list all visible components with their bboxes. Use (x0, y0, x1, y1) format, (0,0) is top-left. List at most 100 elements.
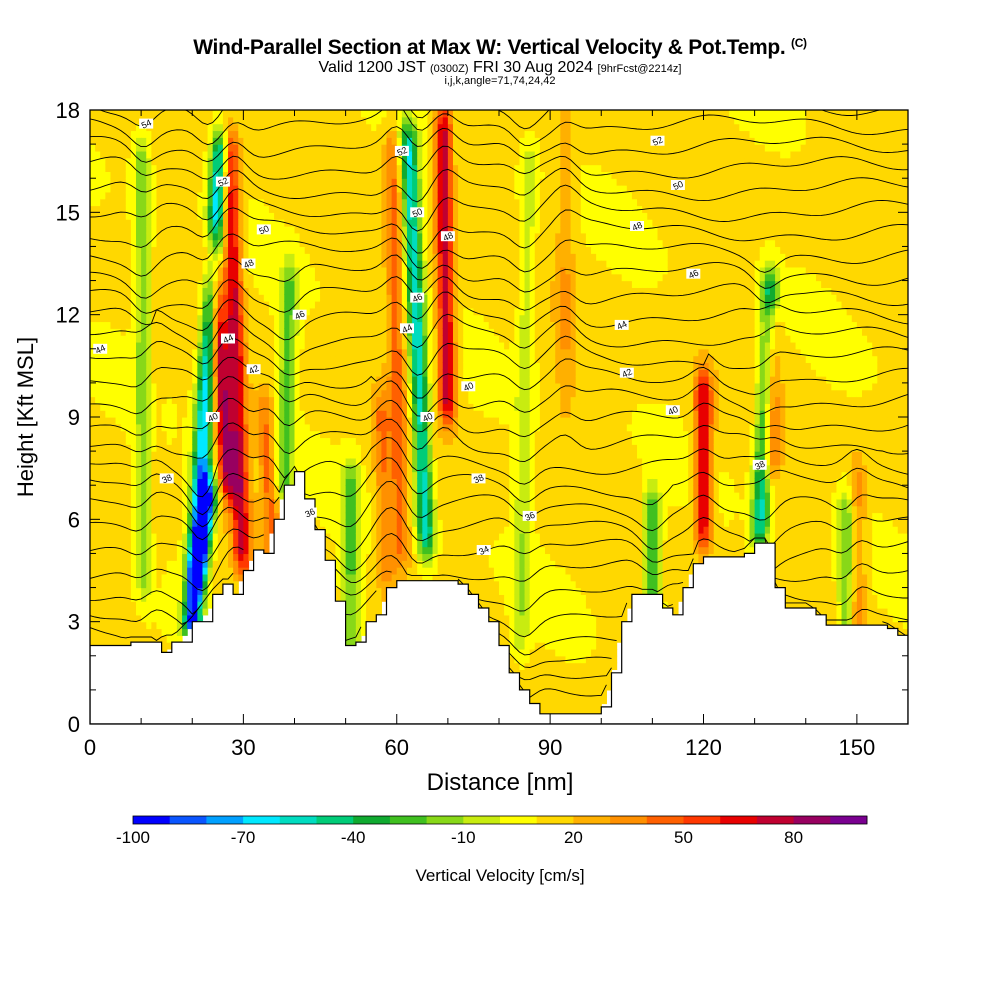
velocity-cell (284, 205, 290, 213)
velocity-cell (386, 423, 393, 432)
velocity-cell (371, 539, 377, 548)
velocity-cell (197, 560, 204, 568)
velocity-cell (263, 532, 270, 541)
velocity-cell (325, 505, 331, 514)
velocity-cell (274, 321, 280, 329)
velocity-cell (432, 423, 439, 432)
velocity-cell (100, 451, 106, 459)
velocity-cell (176, 273, 183, 282)
velocity-cell (350, 614, 357, 623)
velocity-cell (320, 369, 326, 377)
velocity-cell (90, 150, 96, 159)
velocity-cell (381, 185, 388, 193)
velocity-cell (386, 321, 393, 329)
velocity-cell (401, 198, 408, 207)
velocity-cell (228, 198, 234, 207)
velocity-cell (161, 587, 168, 595)
velocity-cell (366, 130, 372, 138)
velocity-cell (406, 457, 413, 466)
velocity-cell (238, 253, 244, 261)
velocity-cell (417, 573, 423, 582)
velocity-cell (243, 512, 250, 520)
velocity-cell (100, 532, 106, 541)
velocity-cell (100, 546, 106, 555)
velocity-cell (192, 553, 198, 561)
velocity-cell (248, 321, 255, 329)
velocity-cell (289, 457, 296, 466)
velocity-cell (376, 471, 383, 479)
velocity-cell (120, 335, 127, 343)
velocity-cell (197, 553, 204, 561)
velocity-cell (268, 512, 275, 520)
velocity-cell (146, 219, 152, 227)
velocity-cell (228, 539, 234, 548)
velocity-cell (330, 376, 336, 384)
velocity-cell (182, 171, 188, 179)
velocity-cell (412, 403, 418, 411)
velocity-cell (314, 512, 321, 520)
velocity-cell (105, 253, 112, 261)
velocity-cell (125, 389, 132, 398)
velocity-cell (279, 464, 285, 473)
velocity-cell (386, 130, 393, 138)
velocity-cell (299, 287, 306, 295)
velocity-cell (279, 232, 285, 241)
velocity-cell (176, 614, 183, 623)
velocity-cell (325, 410, 331, 418)
velocity-cell (355, 171, 362, 179)
velocity-cell (412, 539, 418, 548)
velocity-cell (406, 485, 413, 493)
velocity-cell (238, 382, 244, 391)
velocity-cell (253, 301, 260, 309)
velocity-cell (182, 471, 188, 479)
velocity-cell (366, 519, 372, 527)
velocity-cell (401, 362, 408, 370)
velocity-cell (350, 348, 357, 357)
velocity-cell (228, 437, 234, 445)
velocity-cell (212, 260, 219, 268)
velocity-cell (197, 505, 204, 514)
velocity-cell (325, 260, 331, 268)
velocity-cell (192, 389, 198, 398)
velocity-cell (146, 539, 152, 548)
velocity-cell (171, 464, 178, 473)
velocity-cell (187, 457, 193, 466)
velocity-cell (243, 505, 250, 514)
velocity-cell (258, 376, 265, 384)
velocity-cell (412, 389, 418, 398)
velocity-cell (212, 485, 219, 493)
velocity-cell (309, 219, 316, 227)
velocity-cell (427, 464, 434, 473)
velocity-cell (340, 198, 347, 207)
velocity-cell (345, 485, 352, 493)
velocity-cell (197, 178, 204, 186)
velocity-cell (187, 430, 193, 439)
velocity-cell (105, 273, 112, 282)
velocity-cell (171, 144, 178, 152)
velocity-cell (309, 185, 316, 193)
velocity-cell (136, 157, 142, 166)
velocity-cell (136, 335, 142, 343)
velocity-cell (130, 178, 137, 186)
velocity-cell (110, 341, 117, 350)
velocity-cell (299, 185, 306, 193)
velocity-cell (350, 157, 357, 166)
velocity-cell (120, 287, 127, 295)
velocity-cell (432, 178, 439, 186)
velocity-cell (156, 573, 163, 582)
velocity-cell (90, 457, 96, 466)
velocity-cell (376, 587, 383, 595)
velocity-cell (437, 417, 444, 425)
velocity-cell (120, 164, 127, 172)
velocity-cell (207, 369, 214, 377)
velocity-cell (314, 301, 321, 309)
velocity-cell (192, 123, 198, 132)
velocity-cell (95, 417, 101, 425)
velocity-cell (146, 294, 152, 302)
velocity-cell (258, 157, 265, 166)
velocity-cell (171, 273, 178, 282)
velocity-cell (258, 137, 265, 145)
velocity-cell (125, 478, 132, 486)
velocity-cell (391, 178, 398, 186)
velocity-cell (437, 553, 444, 561)
